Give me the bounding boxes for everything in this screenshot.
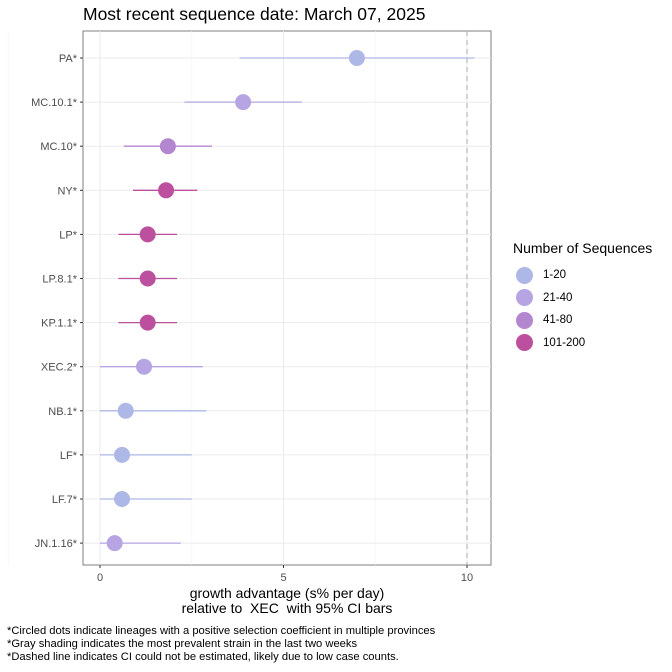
y-tick-label: NY*: [57, 185, 77, 197]
legend-items: 1-20 21-40 41-80 101-200: [513, 264, 652, 354]
data-point: [158, 182, 175, 199]
x-tick-label: 10: [461, 572, 473, 584]
y-tick-label: MC.10.1*: [31, 97, 78, 109]
legend-label: 21-40: [543, 291, 573, 304]
legend-item: 1-20: [513, 264, 652, 287]
data-point: [139, 314, 156, 331]
legend-label: 41-80: [543, 314, 573, 327]
legend-swatch: [516, 334, 533, 352]
legend-item: 41-80: [513, 309, 652, 332]
footnote: *Circled dots indicate lineages with a p…: [7, 625, 436, 637]
x-axis-label-line2: relative to XEC with 95% CI bars: [181, 600, 393, 616]
legend-item: 101-200: [513, 332, 652, 355]
data-point: [114, 491, 131, 507]
legend-label: 101-200: [543, 336, 586, 349]
footnotes: *Circled dots indicate lineages with a p…: [7, 625, 435, 664]
y-tick-label: MC.10*: [40, 141, 77, 153]
data-point: [139, 270, 156, 287]
chart-title: Most recent sequence date: March 07, 202…: [83, 4, 426, 24]
footnote: *Gray shading indicates the most prevale…: [7, 638, 358, 650]
data-point: [117, 402, 134, 419]
x-axis-label-line1: growth advantage (s% per day): [189, 585, 385, 601]
x-axis-ticks: 0 5 10: [97, 565, 473, 584]
data-point: [106, 535, 123, 552]
data-point: [114, 446, 131, 463]
legend-swatch: [516, 289, 533, 307]
y-tick-label: PA*: [59, 53, 78, 65]
legend-item: 21-40: [513, 287, 652, 310]
x-axis-label: growth advantage (s% per day) relative t…: [83, 586, 491, 616]
y-tick-label: NB.1*: [48, 406, 77, 418]
footnote: *Dashed line indicates CI could not be e…: [7, 651, 399, 663]
data-points: [106, 50, 365, 552]
legend: Number of Sequences 1-20 21-40 41-80 101-20…: [513, 240, 652, 354]
x-tick-label: 0: [97, 572, 103, 584]
y-tick-label: XEC.2*: [41, 362, 78, 374]
legend-title: Number of Sequences: [513, 240, 653, 256]
y-tick-label: LP.8.1*: [42, 274, 77, 286]
data-point: [348, 50, 365, 66]
legend-swatch: [516, 266, 533, 284]
y-tick-label: LP*: [59, 229, 77, 241]
data-point: [159, 138, 176, 155]
y-axis-ticks: PA* MC.10.1* MC.10* NY* LP* LP.8.1* KP.1.1* XEC…: [31, 53, 83, 550]
y-tick-label: JN.1.16*: [35, 538, 78, 550]
legend-swatch: [516, 311, 533, 329]
y-tick-label: LF*: [60, 450, 78, 462]
data-point: [139, 226, 156, 243]
data-point: [235, 94, 252, 111]
legend-label: 1-20: [543, 269, 567, 282]
data-point: [136, 358, 153, 375]
y-tick-label: LF.7*: [52, 494, 78, 506]
y-tick-label: KP.1.1*: [41, 318, 78, 330]
plot-panel: [82, 30, 492, 566]
x-tick-label: 5: [280, 572, 286, 584]
